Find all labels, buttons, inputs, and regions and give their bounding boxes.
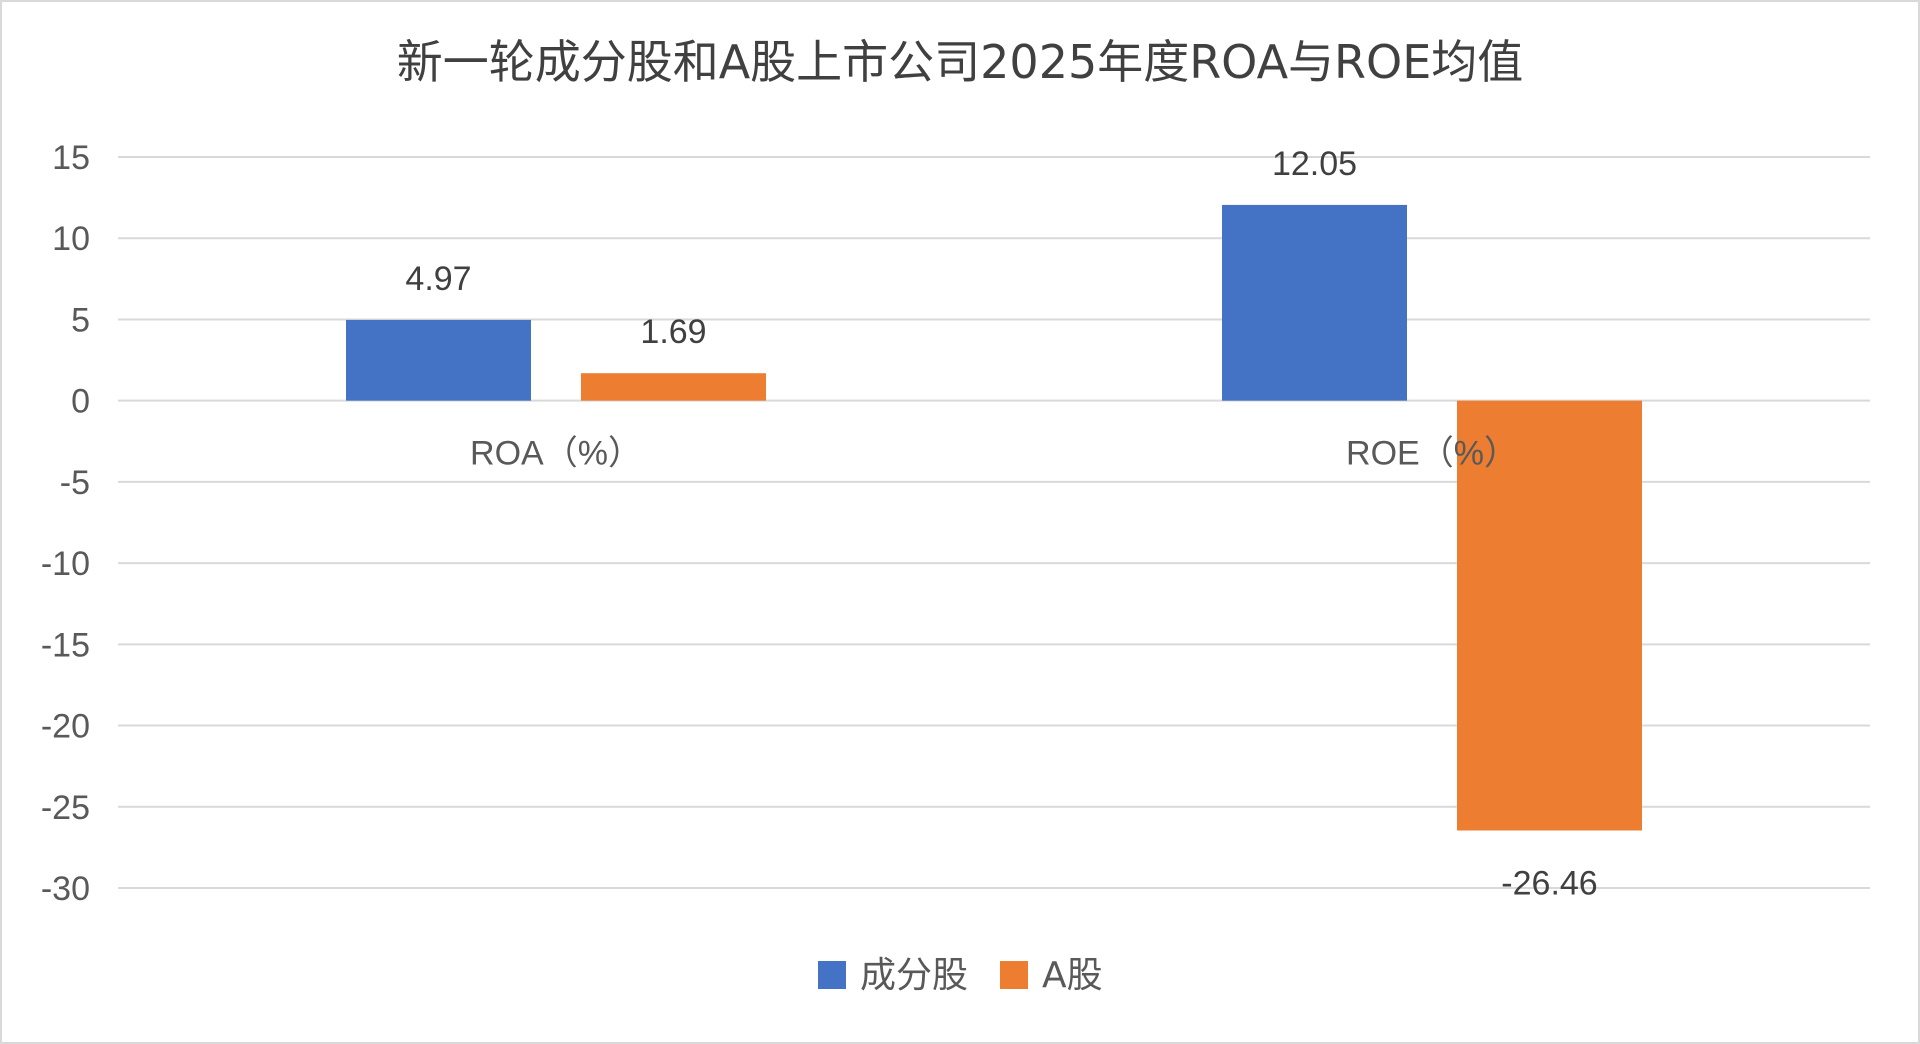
data-label: -26.46	[1501, 864, 1597, 902]
y-tick-label: -5	[60, 464, 90, 502]
category-label: ROE（%）	[1346, 435, 1518, 473]
bars	[346, 204, 1642, 831]
data-label: 1.69	[640, 313, 706, 351]
data-labels: 4.97 12.05 1.69 -26.46	[405, 145, 1597, 903]
data-label: 12.05	[1272, 145, 1357, 183]
y-tick-label: -20	[41, 708, 90, 746]
y-tick-label: -10	[41, 545, 90, 583]
data-label: 4.97	[405, 260, 471, 298]
category-labels: ROA（%） ROE（%）	[470, 435, 1518, 473]
legend-label: A股	[1042, 955, 1103, 996]
legend: 成分股 A股	[818, 955, 1103, 996]
y-tick-label: -30	[41, 870, 90, 908]
y-tick-label: 15	[52, 139, 90, 177]
legend-swatch	[1000, 961, 1028, 989]
bar-A股-1	[1457, 400, 1642, 831]
chart-title: 新一轮成分股和A股上市公司2025年度ROA与ROE均值	[397, 35, 1524, 89]
y-tick-label: 0	[71, 383, 90, 421]
y-tick-label: 10	[52, 220, 90, 258]
category-label: ROA（%）	[470, 435, 642, 473]
legend-label: 成分股	[860, 955, 968, 996]
bar-A股-0	[581, 373, 766, 401]
bar-成分股-1	[1222, 204, 1407, 401]
y-tick-label: -15	[41, 626, 90, 664]
bar-成分股-0	[346, 319, 531, 401]
y-tick-label: 5	[71, 301, 90, 339]
legend-swatch	[818, 961, 846, 989]
y-tick-label: -25	[41, 789, 90, 827]
y-axis-tick-labels: 15 10 5 0 -5 -10 -15 -20 -25 -30	[41, 139, 90, 908]
